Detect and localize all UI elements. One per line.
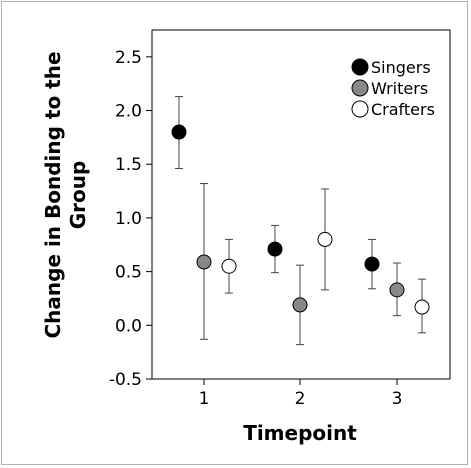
y-tick-label: 2.0: [115, 102, 142, 122]
y-tick-label: -0.5: [109, 370, 142, 390]
plot-area: [151, 29, 451, 380]
y-tick-label: 0.5: [115, 263, 142, 283]
y-tick-label: 1.5: [115, 155, 142, 175]
x-axis: 1 2 3: [199, 379, 403, 409]
y-tick-label: 0.0: [115, 316, 142, 336]
y-tick-label: 2.5: [115, 48, 142, 68]
data-point-writers: [389, 282, 405, 298]
y-axis-title-line-2: Group: [66, 161, 90, 230]
data-point-singers: [267, 241, 283, 257]
y-axis-title-line-1: Change in Bonding to the: [41, 51, 65, 338]
data-point-singers: [171, 124, 187, 140]
legend-marker-writers: [351, 79, 369, 97]
legend-label-crafters: Crafters: [371, 100, 435, 119]
x-axis-title: Timepoint: [243, 421, 357, 445]
x-tick-label: 1: [199, 389, 210, 409]
legend-label-writers: Writers: [371, 79, 428, 98]
data-marks: [171, 96, 430, 346]
data-point-crafters: [414, 299, 430, 315]
x-tick-label: 2: [295, 389, 306, 409]
data-point-writers: [196, 254, 212, 270]
legend-marker-singers: [351, 58, 369, 76]
data-point-writers: [292, 297, 308, 313]
legend-marker-crafters: [351, 100, 369, 118]
legend: Singers Writers Crafters: [351, 58, 435, 119]
data-point-singers: [364, 256, 380, 272]
data-point-crafters: [317, 231, 333, 247]
y-axis: -0.5 0.0 0.5 1.0 1.5 2.0 2.5: [109, 48, 152, 390]
y-tick-label: 1.0: [115, 209, 142, 229]
x-tick-label: 3: [392, 389, 403, 409]
data-point-crafters: [221, 258, 237, 274]
legend-label-singers: Singers: [371, 58, 431, 77]
